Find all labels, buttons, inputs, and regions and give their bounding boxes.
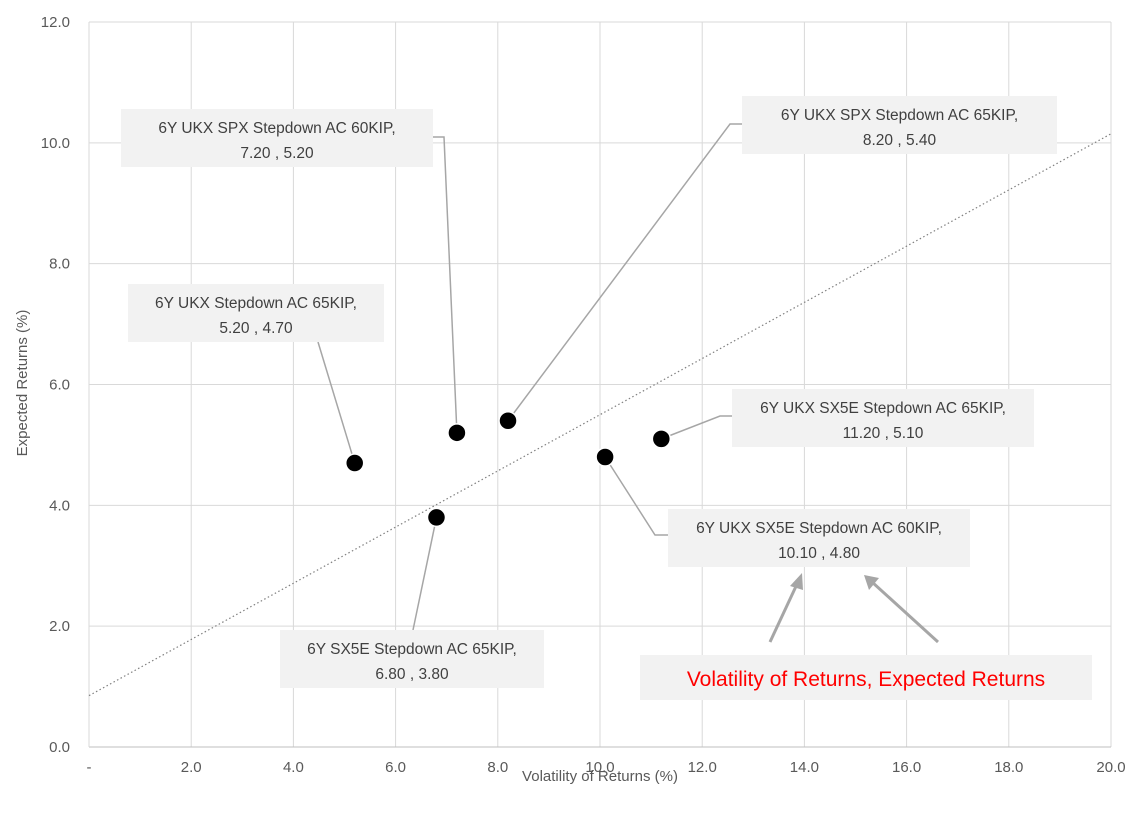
- leader-line: [317, 341, 356, 464]
- gridlines: [89, 21, 1112, 747]
- data-label-name: 6Y UKX SPX Stepdown AC 60KIP,: [158, 120, 395, 137]
- annotation-text: Volatility of Returns, Expected Returns: [687, 668, 1045, 691]
- data-label-coords: 10.10 , 4.80: [778, 545, 860, 562]
- y-tick-label: 0.0: [49, 739, 70, 756]
- x-tick-label: 6.0: [385, 759, 406, 776]
- y-tick-label: 12.0: [41, 14, 70, 31]
- y-tick-label: 4.0: [49, 497, 70, 514]
- annotation-arrow-left: [768, 581, 800, 643]
- data-callout: 6Y UKX Stepdown AC 65KIP, 5.20 , 4.70: [128, 284, 384, 342]
- data-callout-box: [280, 630, 544, 688]
- data-label-coords: 8.20 , 5.40: [863, 132, 937, 149]
- leader-line: [507, 123, 742, 422]
- x-axis-title: Volatility of Returns (%): [522, 768, 678, 785]
- x-tick-label: 10.0: [585, 759, 614, 776]
- data-callout-box: [732, 389, 1034, 447]
- data-label-name: 6Y SX5E Stepdown AC 65KIP,: [307, 641, 517, 658]
- annotation-box: [640, 655, 1092, 700]
- x-tick-label: 2.0: [181, 759, 202, 776]
- annotation-arrow-right: [870, 580, 940, 644]
- data-label-coords: 6.80 , 3.80: [375, 666, 449, 683]
- x-tick-label: 8.0: [487, 759, 508, 776]
- annotation-arrowhead-right: [864, 575, 879, 590]
- data-label-name: 6Y UKX Stepdown AC 65KIP,: [155, 295, 357, 312]
- data-callout-box: [742, 96, 1057, 154]
- scatter-point: [447, 423, 467, 443]
- data-callout-box: [128, 284, 384, 342]
- y-tick-label: 8.0: [49, 256, 70, 273]
- y-tick-label: 6.0: [49, 377, 70, 394]
- y-tick-label: 10.0: [41, 135, 70, 152]
- leader-line: [433, 136, 458, 433]
- data-callout: 6Y UKX SX5E Stepdown AC 60KIP, 10.10 , 4.…: [668, 509, 970, 567]
- leader-lines: [317, 123, 742, 631]
- tick-labels: - 2.0 4.0 6.0 8.0 10.0 12.0 14.0 16.0 18.0 20.0 0.0…: [41, 14, 1126, 776]
- y-tick-label: 2.0: [49, 618, 70, 635]
- leader-line: [661, 415, 732, 440]
- annotation-arrowhead-left: [790, 573, 803, 590]
- scatter-point: [426, 507, 447, 528]
- x-tick-label: 14.0: [790, 759, 819, 776]
- x-tick-label: 18.0: [994, 759, 1023, 776]
- data-callout: 6Y SX5E Stepdown AC 65KIP, 6.80 , 3.80: [280, 630, 544, 688]
- data-label-name: 6Y UKX SX5E Stepdown AC 60KIP,: [696, 520, 942, 537]
- data-label-name: 6Y UKX SX5E Stepdown AC 65KIP,: [760, 400, 1006, 417]
- scatter-point: [498, 411, 518, 431]
- data-points: [344, 411, 672, 528]
- annotation: Volatility of Returns, Expected Returns: [640, 573, 1092, 700]
- axes: [88, 22, 1111, 748]
- scatter-point: [651, 429, 672, 449]
- x-tick-label: -: [87, 759, 92, 776]
- data-label-coords: 7.20 , 5.20: [240, 145, 314, 162]
- data-callout: 6Y UKX SX5E Stepdown AC 65KIP, 11.20 , 5.…: [732, 389, 1034, 447]
- data-label-name: 6Y UKX SPX Stepdown AC 65KIP,: [781, 107, 1018, 124]
- y-axis-title: Expected Returns (%): [14, 310, 31, 457]
- data-label-coords: 11.20 , 5.10: [843, 425, 924, 442]
- data-label-coords: 5.20 , 4.70: [219, 320, 293, 337]
- data-callout-box: [121, 109, 433, 167]
- x-tick-label: 12.0: [688, 759, 717, 776]
- data-callout: 6Y UKX SPX Stepdown AC 65KIP, 8.20 , 5.40: [742, 96, 1057, 154]
- leader-line: [604, 456, 668, 536]
- x-tick-label: 20.0: [1096, 759, 1125, 776]
- x-tick-label: 16.0: [892, 759, 921, 776]
- scatter-point: [595, 447, 615, 467]
- leader-line: [412, 517, 438, 631]
- data-callout: 6Y UKX SPX Stepdown AC 60KIP, 7.20 , 5.20: [121, 109, 433, 167]
- data-callout-box: [668, 509, 970, 567]
- scatter-point: [344, 453, 365, 473]
- x-tick-label: 4.0: [283, 759, 304, 776]
